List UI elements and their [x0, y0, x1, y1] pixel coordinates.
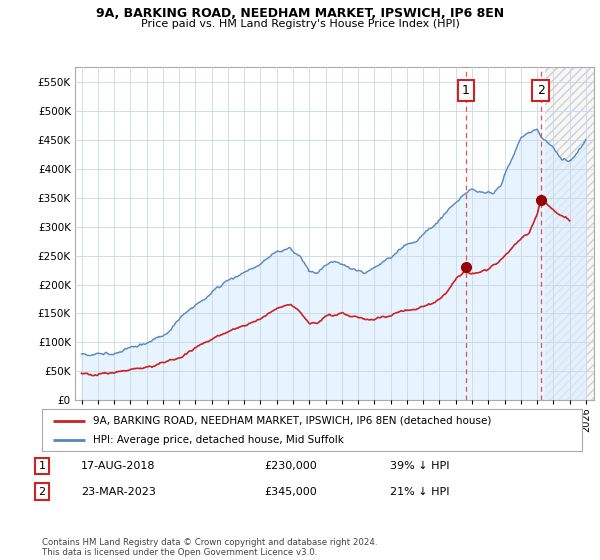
Text: 39% ↓ HPI: 39% ↓ HPI — [390, 461, 449, 471]
Bar — [545, 67, 594, 400]
Text: 1: 1 — [38, 461, 46, 471]
Text: Contains HM Land Registry data © Crown copyright and database right 2024.
This d: Contains HM Land Registry data © Crown c… — [42, 538, 377, 557]
Text: Price paid vs. HM Land Registry's House Price Index (HPI): Price paid vs. HM Land Registry's House … — [140, 19, 460, 29]
Text: 2: 2 — [38, 487, 46, 497]
Text: HPI: Average price, detached house, Mid Suffolk: HPI: Average price, detached house, Mid … — [94, 435, 344, 445]
Text: 9A, BARKING ROAD, NEEDHAM MARKET, IPSWICH, IP6 8EN: 9A, BARKING ROAD, NEEDHAM MARKET, IPSWIC… — [96, 7, 504, 20]
Text: £230,000: £230,000 — [264, 461, 317, 471]
Text: 9A, BARKING ROAD, NEEDHAM MARKET, IPSWICH, IP6 8EN (detached house): 9A, BARKING ROAD, NEEDHAM MARKET, IPSWIC… — [94, 416, 491, 426]
Text: 23-MAR-2023: 23-MAR-2023 — [81, 487, 156, 497]
Text: 1: 1 — [462, 84, 470, 97]
Text: 21% ↓ HPI: 21% ↓ HPI — [390, 487, 449, 497]
Text: 2: 2 — [536, 84, 545, 97]
Text: £345,000: £345,000 — [264, 487, 317, 497]
Text: 17-AUG-2018: 17-AUG-2018 — [81, 461, 155, 471]
